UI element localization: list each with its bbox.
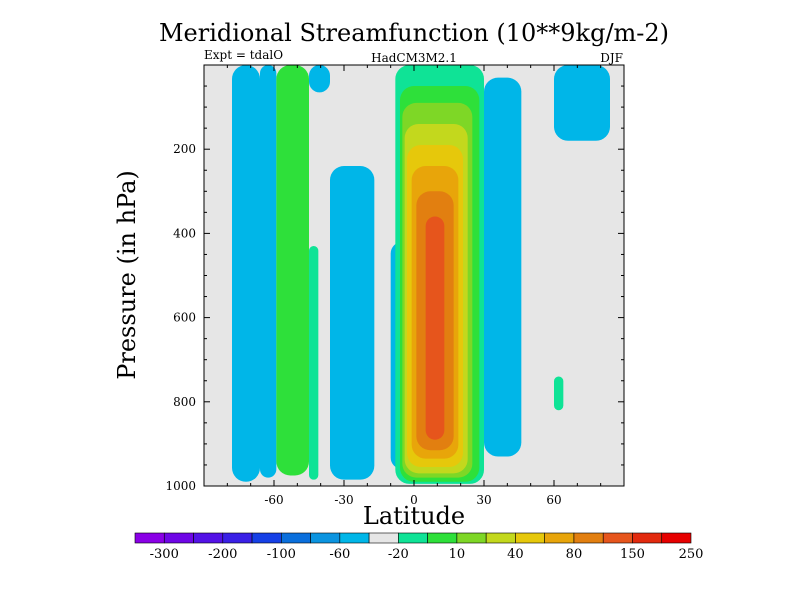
y-tick-label: 800 [173,395,196,409]
colorbar-label: -300 [150,547,179,562]
y-tick-label: 200 [173,142,196,156]
x-tick-label: -60 [264,493,283,507]
contour-region-band-b-green [276,65,309,476]
colorbar-swatch [427,532,458,544]
contour-region-band-b-light [309,246,319,480]
colorbar-swatch [339,532,370,544]
colorbar-swatch [251,532,282,544]
y-axis-ticks: 200 400 600 800 1000 [165,85,624,493]
y-tick-label: 600 [173,311,196,325]
colorbar-label: 80 [566,547,583,562]
colorbar-swatch [368,532,399,544]
y-tick-label: 1000 [165,479,196,493]
colorbar-swatch [632,532,663,544]
subtitle-right: DJF [600,51,623,65]
plot-area: -60 -30 0 30 60 200 400 600 800 1000 [165,64,625,507]
colorbar-label: 40 [507,547,524,562]
y-axis-label: Pressure (in hPa) [113,170,141,380]
chart-title: Meridional Streamfunction (10**9kg/m-2) [159,19,669,47]
contour-region-polar-green [554,376,564,411]
colorbar-swatch [602,532,633,544]
y-tick-label: 400 [173,226,196,240]
colorbar-swatch [310,532,341,544]
x-tick-label: 30 [476,493,491,507]
colorbar-label: 150 [620,547,645,562]
colorbar-swatch [661,532,692,544]
colorbar-label: -20 [388,547,409,562]
contour-region-ferrel-n [554,65,610,141]
colorbar-swatch [398,532,428,544]
contour-fields [232,65,610,484]
contour-region-band-c [330,166,375,480]
colorbar-swatch [573,532,604,544]
x-tick-label: 0 [410,493,418,507]
x-tick-label: -30 [334,493,353,507]
colorbar-label: 250 [679,547,704,562]
contour-region-band-b-cyan [260,65,277,478]
x-axis-label: Latitude [363,502,465,530]
colorbar-swatch [163,532,194,544]
colorbar-swatch [515,532,545,544]
colorbar-label: -200 [208,547,237,562]
colorbar-label: -60 [329,547,350,562]
colorbar-swatch [193,532,224,544]
subtitle-center: HadCM3M2.1 [371,51,457,65]
contour-region-ferrel-s [484,77,522,457]
colorbar-swatch [485,532,516,544]
colorbar: -300 -200 -100 -60 -20 10 40 80 150 250 [134,532,704,562]
subtitle-left: Expt = tdalO [204,48,283,62]
colorbar-swatch [134,532,165,544]
contour-region-band-a [232,65,260,482]
colorbar-swatch [544,532,575,544]
x-tick-label: 60 [546,493,561,507]
colorbar-swatch [281,532,311,544]
x-axis-ticks: -60 -30 0 30 60 [226,65,602,507]
colorbar-swatch [222,532,253,544]
contour-region-cyan-top [309,65,330,93]
contour-region-hadley-core [425,216,445,440]
colorbar-label: -100 [267,547,296,562]
colorbar-label: 10 [449,547,466,562]
colorbar-swatch [456,532,487,544]
